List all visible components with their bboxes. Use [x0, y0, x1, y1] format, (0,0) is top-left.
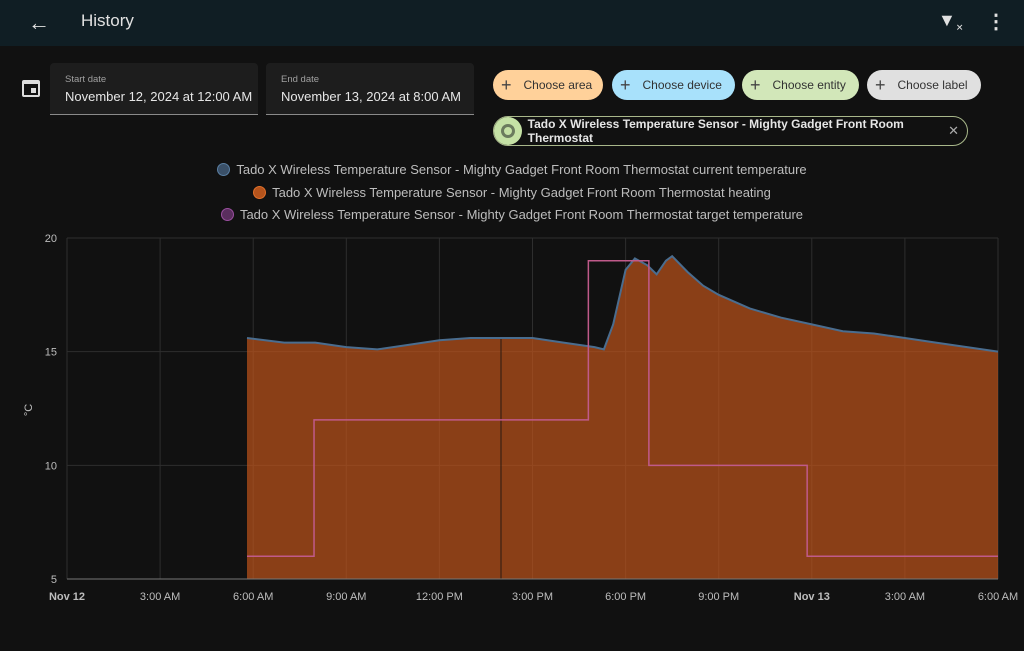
selected-device-chip[interactable]: Tado X Wireless Temperature Sensor - Mig… [493, 116, 968, 146]
heating-area [246, 256, 998, 579]
plus-icon: + [875, 74, 886, 95]
y-tick-label: 20 [45, 233, 57, 245]
selected-device-label: Tado X Wireless Temperature Sensor - Mig… [527, 117, 904, 145]
target-temperature-line [246, 259, 998, 558]
chip-label: Choose device [642, 78, 722, 92]
remove-icon[interactable]: ✕ [948, 123, 959, 138]
start-date-value: November 12, 2024 at 12:00 AM [65, 89, 253, 104]
x-tick-label: 3:00 AM [885, 591, 925, 603]
calendar-icon[interactable] [22, 80, 40, 97]
chip-label: Choose area [523, 78, 593, 92]
y-tick-label: 15 [45, 347, 57, 359]
current-temperature-line [246, 254, 999, 353]
end-date-label: End date [281, 74, 320, 85]
page-title: History [81, 11, 134, 30]
device-icon [494, 117, 522, 145]
legend-item-heating[interactable]: Tado X Wireless Temperature Sensor - Mig… [0, 185, 1024, 200]
choose-label-button[interactable]: + Choose label [867, 70, 981, 100]
legend-dot-icon [217, 163, 231, 176]
x-tick-label: 12:00 PM [416, 591, 463, 603]
start-date-field[interactable]: Start date November 12, 2024 at 12:00 AM [50, 63, 258, 115]
top-app-bar: ← History ▼✕ ⋮ [0, 0, 1024, 46]
x-tick-label: 3:00 PM [512, 591, 553, 603]
y-axis-label: °C [23, 404, 35, 416]
start-date-label: Start date [65, 74, 107, 85]
x-tick-label: 6:00 AM [233, 591, 273, 603]
x-tick-label: 9:00 AM [326, 591, 366, 603]
x-tick-label: Nov 12 [49, 591, 85, 603]
chip-label: Choose label [897, 78, 968, 92]
end-date-value: November 13, 2024 at 8:00 AM [281, 89, 461, 104]
plus-icon: + [620, 74, 631, 95]
y-tick-label: 5 [51, 574, 57, 586]
plus-icon: + [750, 74, 761, 95]
choose-area-button[interactable]: + Choose area [493, 70, 603, 100]
legend-item-target[interactable]: Tado X Wireless Temperature Sensor - Mig… [0, 207, 1024, 222]
y-tick-label: 10 [45, 460, 57, 472]
x-tick-label: 3:00 AM [140, 591, 180, 603]
legend-dot-icon [253, 186, 267, 199]
choose-entity-button[interactable]: + Choose entity [742, 70, 859, 100]
x-tick-label: 6:00 AM [978, 591, 1018, 603]
more-options-icon[interactable]: ⋮ [986, 11, 1006, 33]
legend-label: Tado X Wireless Temperature Sensor - Mig… [272, 185, 771, 200]
x-tick-label: Nov 13 [794, 591, 830, 603]
chip-label: Choose entity [772, 78, 846, 92]
legend-label: Tado X Wireless Temperature Sensor - Mig… [236, 162, 807, 177]
legend-dot-icon [220, 208, 234, 221]
legend-item-current[interactable]: Tado X Wireless Temperature Sensor - Mig… [0, 162, 1024, 177]
choose-device-button[interactable]: + Choose device [612, 70, 735, 100]
x-tick-label: 6:00 PM [605, 591, 646, 603]
end-date-field[interactable]: End date November 13, 2024 at 8:00 AM [266, 63, 474, 115]
back-arrow-icon[interactable]: ← [28, 10, 50, 35]
legend-label: Tado X Wireless Temperature Sensor - Mig… [239, 207, 804, 222]
filter-remove-icon[interactable]: ▼✕ [938, 10, 964, 33]
plus-icon: + [501, 74, 512, 95]
x-tick-label: 9:00 PM [698, 591, 739, 603]
